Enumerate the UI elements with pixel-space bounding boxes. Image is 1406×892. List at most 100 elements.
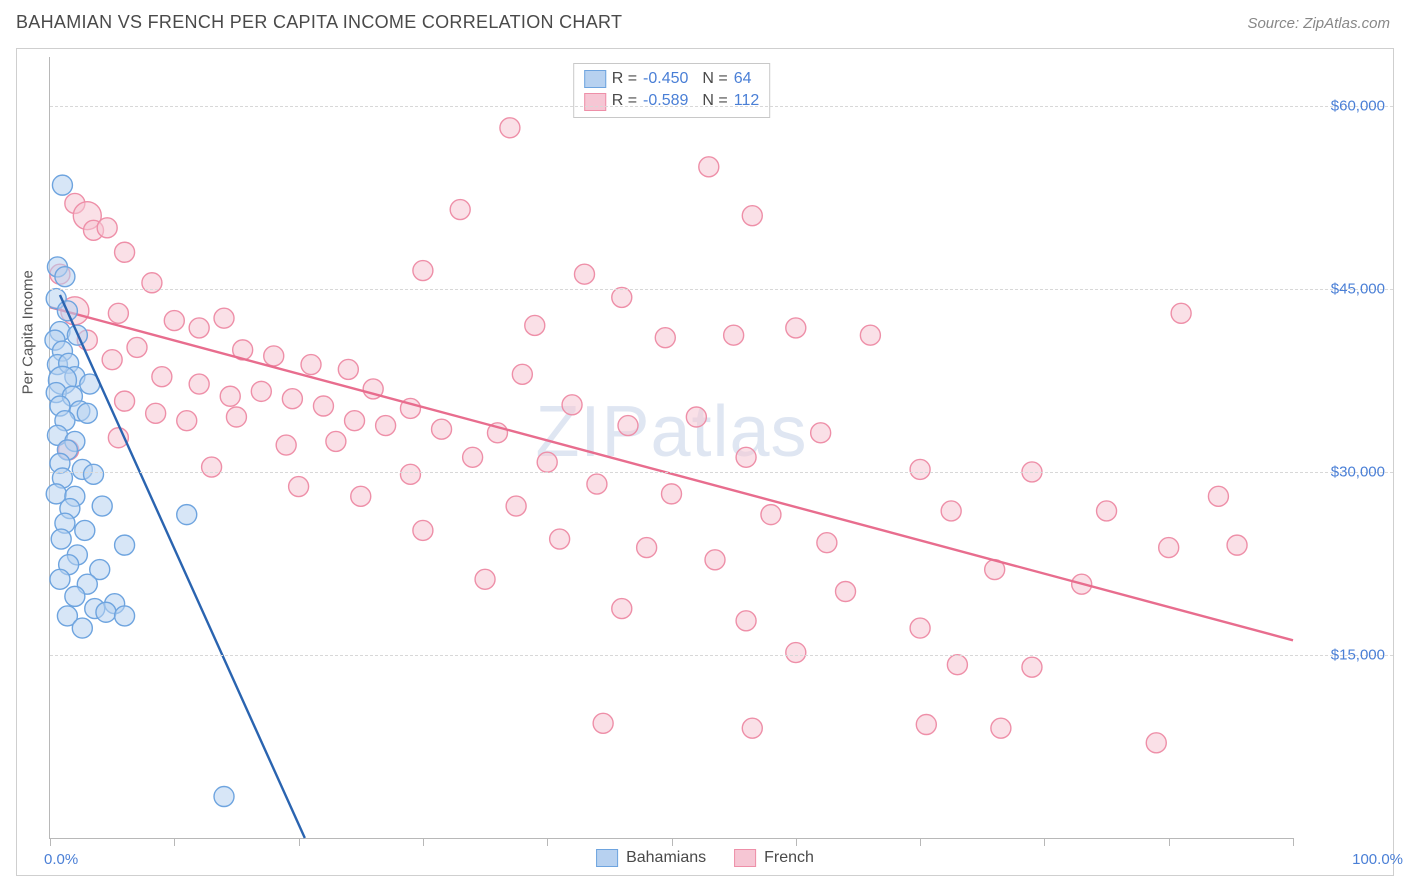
series-legend: Bahamians French: [596, 849, 814, 867]
scatter-point: [92, 496, 112, 516]
scatter-point: [115, 391, 135, 411]
scatter-point: [289, 477, 309, 497]
scatter-point: [97, 218, 117, 238]
plot-area: Per Capita Income ZIPatlas 0.0% 100.0% R…: [49, 57, 1293, 839]
y-axis-label: Per Capita Income: [20, 270, 37, 394]
scatter-point: [736, 611, 756, 631]
trend-line: [50, 307, 1293, 640]
scatter-point: [1097, 501, 1117, 521]
scatter-point: [506, 496, 526, 516]
scatter-point: [1227, 535, 1247, 555]
scatter-point: [612, 599, 632, 619]
scatter-point: [313, 396, 333, 416]
scatter-point: [450, 200, 470, 220]
scatter-point: [612, 287, 632, 307]
y-tick-label: $45,000: [1331, 280, 1385, 297]
chart-title: BAHAMIAN VS FRENCH PER CAPITA INCOME COR…: [16, 12, 622, 33]
scatter-point: [786, 643, 806, 663]
scatter-point: [413, 261, 433, 281]
scatter-point: [699, 157, 719, 177]
x-tick: [423, 838, 424, 846]
correlation-row-bahamians: R = -0.450 N = 64: [584, 68, 760, 90]
scatter-point: [164, 311, 184, 331]
x-tick: [920, 838, 921, 846]
scatter-point: [177, 411, 197, 431]
scatter-point: [1146, 733, 1166, 753]
n-label: N =: [702, 90, 727, 112]
scatter-point: [202, 457, 222, 477]
scatter-point: [214, 787, 234, 807]
scatter-point: [1159, 538, 1179, 558]
r-label: R =: [612, 90, 637, 112]
legend-label-bahamians: Bahamians: [626, 849, 706, 867]
x-tick: [672, 838, 673, 846]
r-value-bahamians: -0.450: [643, 68, 688, 90]
n-label: N =: [702, 68, 727, 90]
scatter-point: [525, 315, 545, 335]
scatter-point: [574, 264, 594, 284]
swatch-bahamians-icon: [596, 849, 618, 867]
scatter-point: [264, 346, 284, 366]
scatter-point: [724, 325, 744, 345]
scatter-point: [662, 484, 682, 504]
scatter-point: [705, 550, 725, 570]
scatter-point: [220, 386, 240, 406]
scatter-point: [96, 602, 116, 622]
gridline-h: [50, 655, 1393, 656]
scatter-point: [916, 715, 936, 735]
scatter-point: [351, 486, 371, 506]
scatter-point: [742, 206, 762, 226]
chart-frame: Per Capita Income ZIPatlas 0.0% 100.0% R…: [16, 48, 1394, 876]
scatter-point: [537, 452, 557, 472]
scatter-point: [786, 318, 806, 338]
gridline-h: [50, 106, 1393, 107]
correlation-row-french: R = -0.589 N = 112: [584, 90, 760, 112]
scatter-point: [108, 303, 128, 323]
scatter-point: [860, 325, 880, 345]
scatter-point: [432, 419, 452, 439]
scatter-point: [301, 355, 321, 375]
x-tick: [50, 838, 51, 846]
scatter-point: [177, 505, 197, 525]
n-value-bahamians: 64: [734, 68, 752, 90]
x-tick: [1293, 838, 1294, 846]
scatter-point: [55, 267, 75, 287]
scatter-point: [550, 529, 570, 549]
scatter-point: [326, 431, 346, 451]
scatter-point: [1171, 303, 1191, 323]
swatch-bahamians-icon: [584, 70, 606, 88]
scatter-point: [226, 407, 246, 427]
n-value-french: 112: [734, 90, 760, 112]
scatter-point: [282, 389, 302, 409]
gridline-h: [50, 472, 1393, 473]
scatter-point: [214, 308, 234, 328]
legend-label-french: French: [764, 849, 814, 867]
header: BAHAMIAN VS FRENCH PER CAPITA INCOME COR…: [0, 0, 1406, 41]
scatter-point: [72, 618, 92, 638]
scatter-point: [52, 175, 72, 195]
scatter-point: [115, 242, 135, 262]
scatter-point: [413, 520, 433, 540]
scatter-point: [991, 718, 1011, 738]
source-attribution: Source: ZipAtlas.com: [1247, 15, 1390, 32]
scatter-point: [276, 435, 296, 455]
gridline-h: [50, 289, 1393, 290]
scatter-point: [817, 533, 837, 553]
legend-item-french: French: [734, 849, 814, 867]
scatter-point: [587, 474, 607, 494]
scatter-point: [941, 501, 961, 521]
scatter-point: [562, 395, 582, 415]
x-axis-max-label: 100.0%: [1352, 851, 1403, 868]
x-tick: [796, 838, 797, 846]
scatter-point: [376, 416, 396, 436]
scatter-point: [512, 364, 532, 384]
swatch-french-icon: [584, 93, 606, 111]
scatter-point: [500, 118, 520, 138]
y-tick-label: $15,000: [1331, 646, 1385, 663]
r-label: R =: [612, 68, 637, 90]
scatter-point: [811, 423, 831, 443]
scatter-point: [686, 407, 706, 427]
scatter-point: [742, 718, 762, 738]
correlation-legend: R = -0.450 N = 64 R = -0.589 N = 112: [573, 63, 771, 118]
scatter-point: [77, 403, 97, 423]
